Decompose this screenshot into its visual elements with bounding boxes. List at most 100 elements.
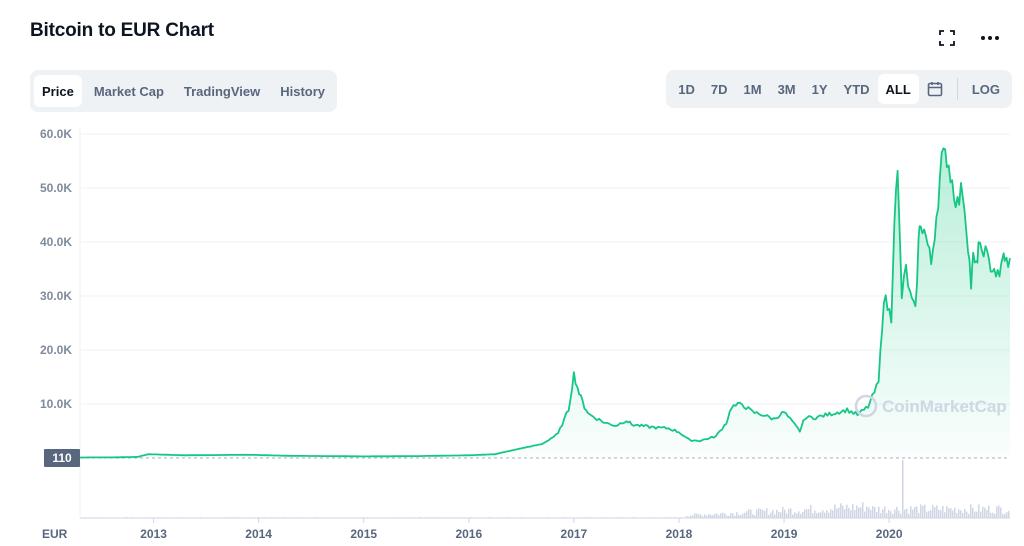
volume-bar: [788, 508, 790, 518]
volume-bar: [930, 510, 932, 518]
volume-bar: [958, 509, 960, 518]
volume-bar: [704, 514, 706, 518]
tab-price[interactable]: Price: [34, 75, 82, 107]
volume-bar: [766, 508, 768, 518]
volume-bar: [850, 510, 852, 518]
calendar-icon[interactable]: [919, 74, 951, 104]
volume-bar: [828, 512, 830, 518]
volume-bar: [746, 511, 748, 518]
volume-bar: [794, 512, 796, 518]
volume-bar: [844, 509, 846, 518]
volume-bar: [966, 511, 968, 518]
volume-bar: [882, 509, 884, 518]
volume-bar: [982, 506, 984, 518]
y-tick-label: 60.0K: [40, 127, 72, 141]
y-tick-label: 40.0K: [40, 235, 72, 249]
range-ytd[interactable]: YTD: [843, 81, 870, 97]
volume-bar: [710, 514, 712, 518]
volume-bar: [808, 509, 810, 518]
volume-bar: [796, 513, 798, 518]
range-3m[interactable]: 3M: [777, 81, 796, 97]
volume-bar: [786, 513, 788, 518]
range-1d[interactable]: 1D: [678, 81, 695, 97]
volume-bar: [990, 513, 992, 518]
volume-bar: [830, 509, 832, 518]
volume-bar: [942, 506, 944, 518]
volume-bar: [810, 504, 812, 518]
volume-bar: [756, 509, 758, 518]
volume-bar: [802, 511, 804, 518]
volume-bar: [896, 506, 898, 518]
price-line[interactable]: [80, 147, 1011, 459]
volume-bar: [692, 515, 694, 518]
range-selector: 1D 7D 1M 3M 1Y YTD ALL LOG: [666, 70, 1012, 108]
more-icon[interactable]: [978, 26, 1002, 50]
volume-bar: [790, 508, 792, 518]
volume-bar: [928, 510, 930, 518]
watermark-text: CoinMarketCap: [882, 397, 1007, 416]
range-7d[interactable]: 7D: [710, 81, 728, 97]
volume-bar: [874, 507, 876, 518]
x-tick-label: 2013: [140, 527, 167, 541]
x-tick-label: 2014: [245, 527, 272, 541]
volume-bar: [772, 510, 774, 518]
volume-bar: [748, 509, 750, 518]
x-tick-label: 2018: [666, 527, 693, 541]
volume-bar: [698, 514, 700, 518]
volume-bar: [732, 513, 734, 518]
volume-bar: [754, 515, 756, 518]
volume-bar: [728, 515, 730, 518]
current-price-label: 110: [52, 451, 72, 465]
volume-bar: [948, 508, 950, 518]
volume-bar: [952, 510, 954, 518]
volume-bar: [920, 504, 922, 518]
volume-bar: [968, 513, 970, 518]
volume-bar: [880, 512, 882, 518]
tab-market-cap[interactable]: Market Cap: [93, 83, 164, 99]
volume-bar: [918, 513, 920, 518]
volume-bar: [702, 516, 704, 518]
volume-bar: [940, 510, 942, 518]
volume-bar: [956, 513, 958, 518]
volume-bar: [926, 511, 928, 518]
volume-bar: [774, 514, 776, 518]
tab-tradingview[interactable]: TradingView: [183, 83, 261, 99]
volume-bar: [872, 506, 874, 518]
volume-bar: [758, 508, 760, 518]
volume-bar: [1004, 513, 1006, 518]
tab-history[interactable]: History: [280, 83, 326, 99]
range-1m[interactable]: 1M: [743, 81, 762, 97]
fullscreen-icon[interactable]: [935, 26, 959, 50]
volume-bar: [842, 505, 844, 518]
volume-bar: [992, 512, 994, 518]
volume-bar: [954, 507, 956, 518]
volume-bar: [974, 511, 976, 518]
volume-bar: [1008, 511, 1010, 518]
volume-bar: [996, 506, 998, 518]
volume-bar: [782, 506, 784, 518]
price-chart[interactable]: 10.0K 20.0K 30.0K 40.0K 50.0K 60.0K 110 CoinMar…: [0, 118, 1024, 546]
volume-bar: [736, 512, 738, 518]
volume-bar: [998, 505, 1000, 518]
chart-tabs: Price Market Cap TradingView History: [30, 70, 338, 112]
x-tick-label: 2016: [455, 527, 482, 541]
volume-bar: [694, 513, 696, 518]
volume-bar: [740, 515, 742, 518]
volume-bar: [712, 515, 714, 518]
volume-bar: [912, 509, 914, 518]
log-toggle[interactable]: LOG: [971, 81, 1000, 97]
volume-bar: [806, 509, 808, 518]
volume-bar: [700, 514, 702, 518]
volume-bar: [978, 504, 980, 518]
range-1y[interactable]: 1Y: [811, 81, 828, 97]
volume-bar: [938, 509, 940, 518]
volume-bar: [894, 509, 896, 518]
volume-bar: [836, 508, 838, 518]
range-all[interactable]: ALL: [877, 74, 919, 104]
volume-bar: [848, 507, 850, 518]
volume-bar: [988, 505, 990, 518]
volume-bar: [868, 507, 870, 518]
volume-bar: [804, 509, 806, 518]
volume-bar: [908, 513, 910, 518]
volume-bar: [726, 515, 728, 518]
